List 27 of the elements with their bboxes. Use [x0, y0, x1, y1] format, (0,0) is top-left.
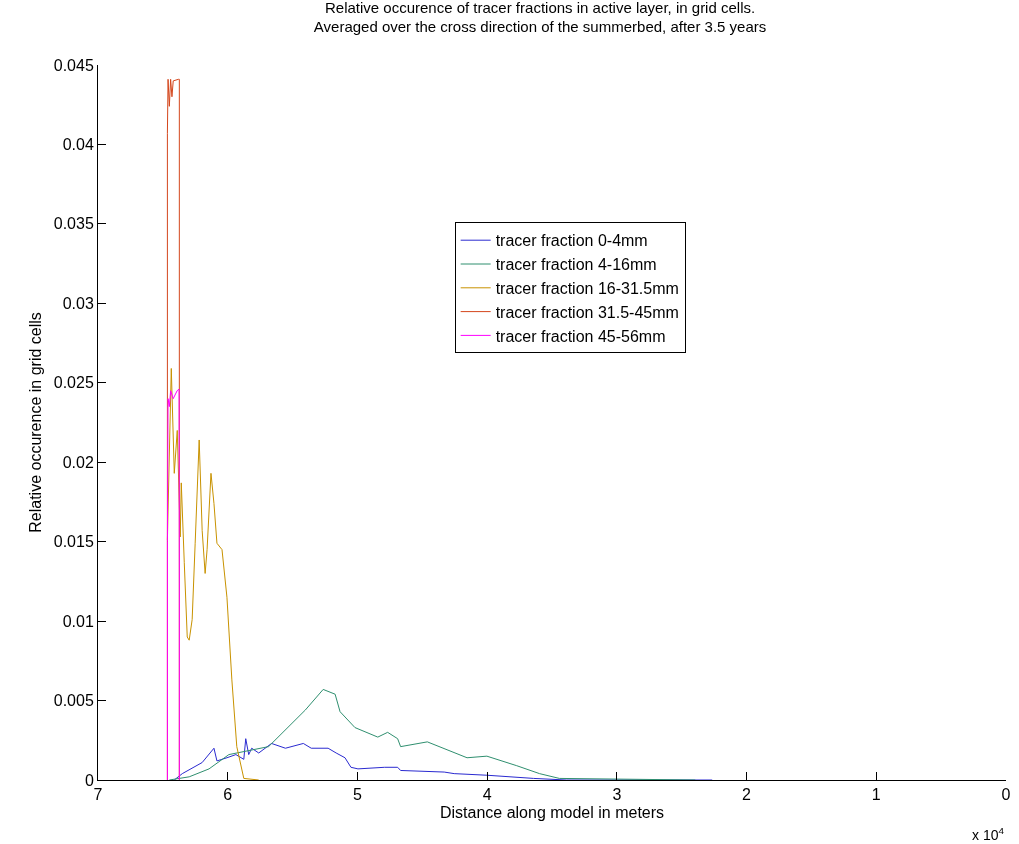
text: x 10$^{4}$ [972, 825, 1005, 843]
x-tick-label: 4 [482, 786, 492, 804]
y-tick-label: 0.025 [53, 374, 94, 392]
y-tick-label: 0.005 [53, 692, 94, 710]
legend-label: tracer fraction 16-31.5mm [495, 280, 679, 298]
y-tick-label: 0.035 [53, 215, 94, 233]
y-tick-label: 0 [84, 771, 94, 789]
legend-label: tracer fraction 4-16mm [495, 256, 657, 274]
x-tick-label: 6 [223, 786, 233, 804]
y-tick-label: 0.045 [53, 56, 94, 74]
chart-title: Relative occurence of tracer fractions in active layer, in grid cells. Averaged over the cross direction of the summerbed, after 3.5 years [313, 0, 767, 36]
x-tick-label: 7 [93, 786, 103, 804]
y-tick-label: 0.04 [62, 136, 94, 154]
x-tick-label: 1 [871, 786, 881, 804]
x-tick-label: 0 [1001, 786, 1011, 804]
x-tick-label: 2 [742, 786, 752, 804]
legend-label: tracer fraction 31.5-45mm [495, 303, 679, 321]
legend-label: tracer fraction 45-56mm [495, 327, 666, 345]
y-tick-label: 0.03 [62, 294, 94, 312]
x-tick-label: 3 [612, 786, 622, 804]
y-tick-label: 0.02 [62, 453, 94, 471]
y-axis-title: Relative occurence in grid cells [26, 312, 44, 533]
legend-label: tracer fraction 0-4mm [495, 232, 648, 250]
y-tick-label: 0.01 [62, 612, 94, 630]
x-tick-label: 5 [352, 786, 362, 804]
x-axis-title: Distance along model in meters [439, 803, 665, 821]
y-tick-label: 0.015 [53, 533, 94, 551]
